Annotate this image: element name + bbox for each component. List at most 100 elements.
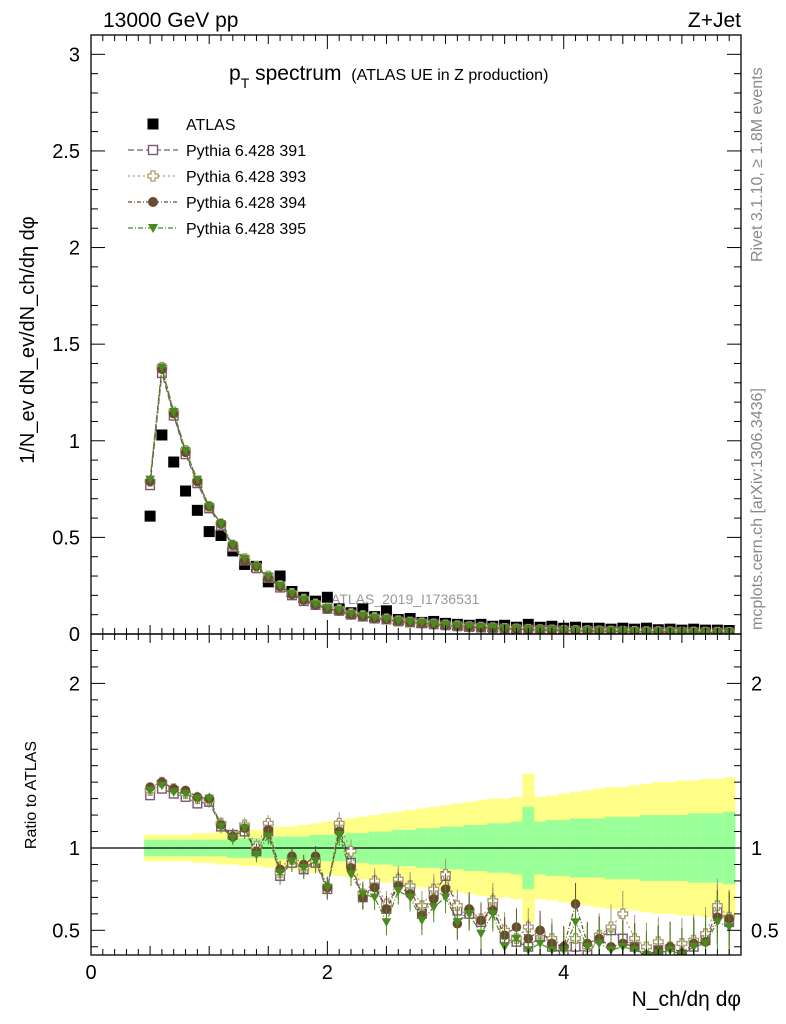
data-point-open-cross	[451, 900, 463, 912]
data-point-triangle	[334, 606, 344, 615]
y-tick-label: 1	[69, 431, 80, 453]
ratio-uncertainty-bands	[144, 773, 736, 923]
data-point-triangle	[452, 918, 463, 927]
x-tick-label: 4	[558, 962, 569, 984]
plot-title-rest: spectrum	[249, 62, 341, 85]
data-point-triangle	[228, 834, 238, 843]
data-point-triangle	[464, 910, 474, 919]
lower-y-axis-title: Ratio to ATLAS	[23, 741, 40, 849]
data-point-triangle	[369, 613, 380, 623]
upper-y-axis-title: 1/N_ev dN_ev/dN_ch/dη dφ	[17, 216, 39, 464]
legend-label: Pythia 6.428 393	[186, 169, 306, 186]
data-point-triangle	[287, 589, 297, 599]
plot-title: pT spectrum (ATLAS UE in Z production)	[229, 62, 548, 91]
data-point-square	[215, 529, 227, 541]
data-point-square	[203, 526, 215, 538]
ratio-y-tick-label-right: 2	[751, 673, 762, 695]
data-point-triangle	[322, 604, 333, 613]
data-point-triangle	[452, 622, 463, 631]
data-point-triangle	[192, 475, 203, 485]
plot-title-subscript: T	[241, 75, 250, 91]
data-point-triangle	[145, 475, 155, 485]
data-point-triangle	[287, 857, 297, 866]
data-point-square	[357, 603, 369, 615]
data-point-triangle	[358, 890, 368, 899]
data-point-triangle	[157, 781, 167, 791]
data-point-triangle	[358, 611, 368, 621]
data-point-triangle	[405, 618, 415, 627]
process-label: Z+Jet	[688, 9, 741, 32]
data-point-triangle	[157, 363, 167, 373]
data-point-triangle	[417, 916, 427, 926]
data-point-triangle	[381, 615, 392, 624]
data-point-triangle	[464, 622, 474, 632]
data-point-triangle	[700, 939, 711, 949]
data-point-triangle	[204, 794, 214, 804]
data-point-triangle	[417, 619, 427, 628]
energy-label: 13000 GeV pp	[103, 9, 238, 32]
data-point-open-cross	[617, 908, 629, 920]
data-point-triangle	[488, 910, 498, 919]
data-point-square	[156, 429, 168, 441]
y-tick-label: 2	[69, 238, 80, 260]
data-point-triangle	[298, 863, 309, 873]
x-axis-title: N_ch/dη dφ	[632, 988, 741, 1011]
data-point-triangle	[239, 824, 250, 834]
data-point-triangle	[393, 886, 404, 896]
data-point-triangle	[535, 939, 545, 949]
data-point-triangle	[310, 600, 321, 609]
rivet-label: Rivet 3.1.10, ≥ 1.8M events	[749, 67, 766, 262]
ratio-y-tick-label: 2	[69, 673, 80, 695]
data-point-triangle	[180, 446, 191, 456]
ratio-y-tick-label-right: 1	[751, 838, 762, 860]
data-point-triangle	[168, 407, 179, 417]
data-point-triangle	[570, 918, 581, 927]
data-point-square	[144, 510, 156, 522]
data-point-triangle	[712, 918, 723, 927]
data-point-triangle	[476, 623, 486, 633]
y-tick-label: 2.5	[52, 141, 80, 163]
data-point-square	[147, 118, 159, 130]
y-tick-label: 0.5	[52, 527, 80, 549]
data-point-triangle	[204, 502, 214, 512]
x-tick-label: 2	[322, 962, 333, 984]
ratio-y-tick-label-right: 0.5	[751, 920, 779, 942]
data-point-triangle	[393, 617, 404, 626]
data-point-open-cross	[147, 170, 159, 182]
data-point-triangle	[724, 923, 734, 932]
data-point-triangle	[310, 857, 321, 866]
data-point-triangle	[168, 788, 179, 797]
axis-ticks: 0 2 400.511.522.530.5 0.51 12 2	[52, 35, 779, 984]
legend-label: ATLAS	[186, 117, 236, 134]
data-point-triangle	[263, 832, 274, 842]
ratio-plot-data	[144, 776, 735, 955]
mcplots-label: mcplots.cern.ch [arXiv:1306.3436]	[749, 388, 766, 630]
data-point-triangle	[440, 893, 451, 903]
data-point-open-cross	[345, 845, 357, 857]
legend-label: Pythia 6.428 394	[186, 195, 306, 212]
data-point-triangle	[298, 595, 309, 605]
data-point-square	[321, 591, 333, 603]
data-point-triangle	[511, 934, 522, 944]
data-point-triangle	[148, 224, 158, 233]
plot-title-main: p	[229, 62, 241, 85]
data-point-triangle	[582, 942, 593, 952]
y-tick-label: 0	[69, 624, 80, 646]
data-point-triangle	[251, 850, 262, 860]
data-point-square	[380, 605, 392, 617]
data-point-triangle	[334, 830, 344, 840]
data-point-square	[180, 485, 192, 497]
data-point-square	[168, 456, 180, 468]
data-point-triangle	[428, 903, 439, 913]
analysis-watermark: ATLAS_2019_I1736531	[331, 591, 480, 607]
data-point-square	[274, 570, 286, 582]
data-point-triangle	[369, 893, 380, 903]
ratio-plot-frame	[90, 633, 742, 956]
legend: ATLAS Pythia 6.428 391 Pythia 6.428 393 Pyt…	[128, 117, 306, 238]
data-point-open-square	[147, 144, 159, 156]
data-point-triangle	[180, 789, 191, 799]
data-point-triangle	[228, 541, 238, 550]
x-tick-label: 0	[85, 962, 96, 984]
data-point-triangle	[145, 786, 155, 796]
